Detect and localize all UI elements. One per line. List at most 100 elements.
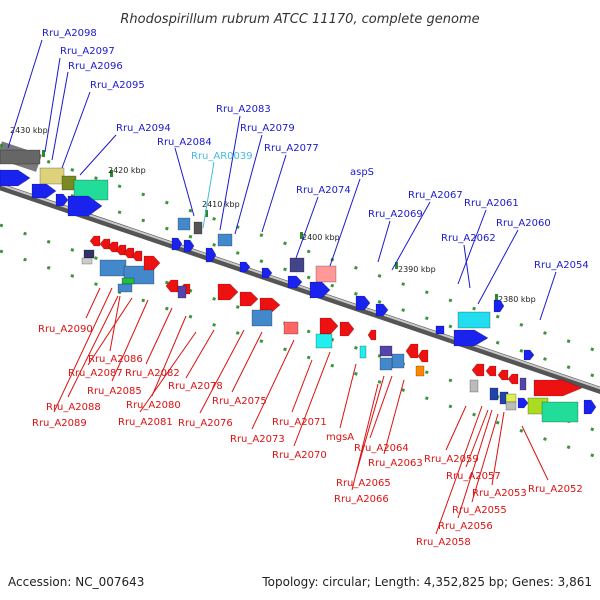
leader-line (7, 39, 43, 149)
gene-block (315, 333, 333, 349)
gene-label: Rru_A2058 (416, 537, 471, 548)
leader-line (383, 379, 405, 455)
gene-label: Rru_A2069 (368, 209, 423, 220)
leader-line (477, 229, 519, 305)
gene-arrow (183, 239, 195, 253)
scale-label: 2420 kbp (108, 166, 146, 175)
map-title: Rhodospirillum rubrum ATCC 11170, comple… (120, 12, 479, 27)
gene-arrow (67, 195, 103, 217)
gene-label: Rru_A2077 (264, 143, 319, 154)
gene-arrow (471, 363, 485, 377)
gene-arrow (205, 247, 217, 263)
leader-line (291, 359, 313, 413)
gene-label: Rru_A2074 (296, 185, 351, 196)
gene-label: Rru_A2062 (441, 233, 496, 244)
gene-label: Rru_A2065 (336, 478, 391, 489)
gene-label: Rru_A2066 (334, 494, 389, 505)
gene-arrow (261, 267, 273, 279)
leader-line (445, 405, 467, 451)
gene-arrow (339, 321, 355, 337)
gene-arrow (287, 275, 303, 289)
gene-arrow (55, 193, 69, 207)
leader-line (465, 409, 489, 468)
scale-tick (42, 150, 45, 157)
gene-block (121, 277, 135, 285)
leader-line (234, 134, 263, 235)
gene-label: Rru_A2082 (125, 368, 180, 379)
leader-line (87, 297, 133, 366)
accession-text: Accession: NC_007643 (8, 575, 144, 589)
gene-block (435, 325, 445, 335)
gene-label: Rru_A2075 (212, 396, 267, 407)
gene-label: Rru_A2070 (272, 450, 327, 461)
gene-label: Rru_A2085 (87, 386, 142, 397)
leader-line (51, 71, 69, 161)
gene-arrow (239, 261, 251, 273)
gene-label: Rru_A2060 (496, 218, 551, 229)
gene-label: Rru_A2090 (38, 324, 93, 335)
leader-line (251, 339, 295, 430)
gene-arrow (493, 299, 505, 313)
scale-label: 2390 kbp (398, 265, 436, 274)
leader-line (491, 411, 505, 486)
leader-line (355, 375, 385, 475)
leader-line (219, 115, 241, 231)
gene-label: Rru_A2052 (528, 484, 583, 495)
gene-arrow (171, 237, 183, 251)
gene-label: Rru_A2073 (230, 434, 285, 445)
gene-block (505, 393, 517, 403)
gene-block (415, 365, 425, 377)
leader-line (185, 329, 215, 379)
gene-block (39, 167, 65, 185)
gene-block (391, 353, 405, 369)
gene-label: Rru_A2061 (464, 198, 519, 209)
leader-line (457, 409, 493, 519)
leader-line (261, 154, 287, 233)
leader-line (369, 375, 393, 439)
leader-line (295, 196, 319, 259)
leader-line (79, 134, 117, 176)
gene-block (489, 387, 499, 401)
leader-line (61, 91, 91, 169)
leader-line (293, 351, 331, 447)
leader-line (151, 315, 187, 397)
gene-block (177, 285, 187, 299)
gene-block (177, 217, 191, 231)
leader-line (463, 244, 471, 289)
leader-line (339, 363, 357, 429)
gene-block (283, 321, 299, 335)
scale-label: 2380 kbp (498, 295, 536, 304)
gene-block (469, 379, 479, 393)
gene-arrow (375, 303, 389, 317)
gene-label: Rru_A2084 (157, 137, 212, 148)
gene-arrow (309, 281, 331, 299)
scale-tick (300, 232, 303, 239)
gene-arrow (31, 183, 57, 199)
gene-block (193, 221, 203, 235)
genome-backbone (0, 183, 600, 394)
gene-label: Rru_A2055 (452, 505, 507, 516)
leader-line (139, 331, 197, 413)
leader-line (53, 287, 113, 413)
leader-line (329, 178, 361, 267)
gene-arrow (583, 399, 597, 415)
gene-arrow (507, 373, 519, 385)
gene-block (83, 249, 95, 259)
gene-arrow (523, 349, 535, 361)
gene-label: Rru_A2086 (88, 354, 143, 365)
scale-tick (495, 294, 498, 301)
gene-block (251, 309, 273, 327)
gene-block (359, 345, 367, 359)
gene-label: mgsA (326, 432, 354, 443)
gene-arrow (497, 369, 509, 381)
scale-tick (395, 262, 398, 269)
tick-track (0, 143, 600, 354)
topology-text: Topology: circular; Length: 4,352,825 bp… (261, 575, 592, 589)
gene-arrow (89, 235, 101, 247)
gene-block (315, 265, 337, 283)
gene-label: Rru_A2054 (534, 260, 589, 271)
gene-label: Rru_A2089 (32, 418, 87, 429)
gene-block (0, 149, 41, 165)
leader-line (145, 307, 173, 365)
